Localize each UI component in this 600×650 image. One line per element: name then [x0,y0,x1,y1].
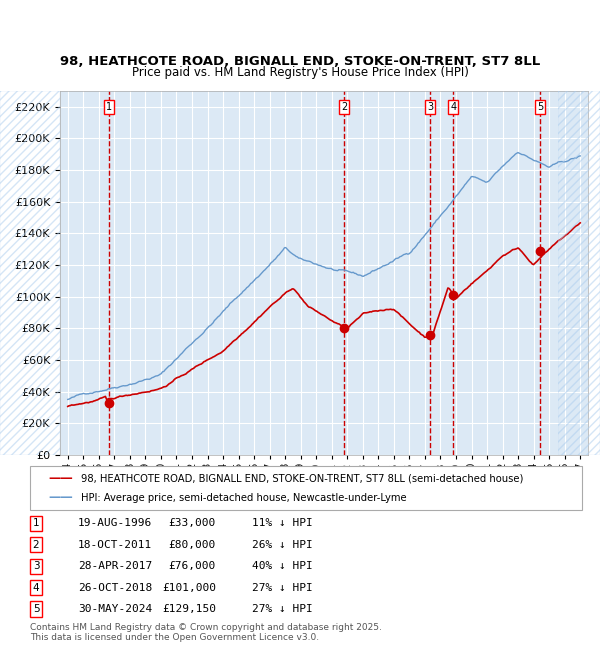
Text: £129,150: £129,150 [162,604,216,614]
Text: 3: 3 [32,561,40,571]
Text: Price paid vs. HM Land Registry's House Price Index (HPI): Price paid vs. HM Land Registry's House … [131,66,469,79]
Text: 2: 2 [32,540,40,550]
Text: 30-MAY-2024: 30-MAY-2024 [78,604,152,614]
Text: 26-OCT-2018: 26-OCT-2018 [78,582,152,593]
Text: 27% ↓ HPI: 27% ↓ HPI [252,604,313,614]
Text: 40% ↓ HPI: 40% ↓ HPI [252,561,313,571]
Text: ——: —— [48,491,73,504]
Text: 18-OCT-2011: 18-OCT-2011 [78,540,152,550]
Text: 1: 1 [106,102,112,112]
Text: 2: 2 [341,102,347,112]
Text: 3: 3 [427,102,433,112]
Text: 98, HEATHCOTE ROAD, BIGNALL END, STOKE-ON-TRENT, ST7 8LL (semi-detached house): 98, HEATHCOTE ROAD, BIGNALL END, STOKE-O… [81,473,523,484]
Text: £80,000: £80,000 [169,540,216,550]
Text: 27% ↓ HPI: 27% ↓ HPI [252,582,313,593]
Text: 98, HEATHCOTE ROAD, BIGNALL END, STOKE-ON-TRENT, ST7 8LL: 98, HEATHCOTE ROAD, BIGNALL END, STOKE-O… [60,55,540,68]
Text: £101,000: £101,000 [162,582,216,593]
Text: HPI: Average price, semi-detached house, Newcastle-under-Lyme: HPI: Average price, semi-detached house,… [81,493,407,503]
Text: 4: 4 [32,582,40,593]
Text: £76,000: £76,000 [169,561,216,571]
Text: 1: 1 [32,518,40,528]
Text: 19-AUG-1996: 19-AUG-1996 [78,518,152,528]
Text: £33,000: £33,000 [169,518,216,528]
Text: 5: 5 [32,604,40,614]
Text: 5: 5 [537,102,543,112]
Text: Contains HM Land Registry data © Crown copyright and database right 2025.
This d: Contains HM Land Registry data © Crown c… [30,623,382,642]
Text: 11% ↓ HPI: 11% ↓ HPI [252,518,313,528]
Text: 28-APR-2017: 28-APR-2017 [78,561,152,571]
Text: ——: —— [48,472,73,485]
Text: 26% ↓ HPI: 26% ↓ HPI [252,540,313,550]
Text: 4: 4 [451,102,457,112]
